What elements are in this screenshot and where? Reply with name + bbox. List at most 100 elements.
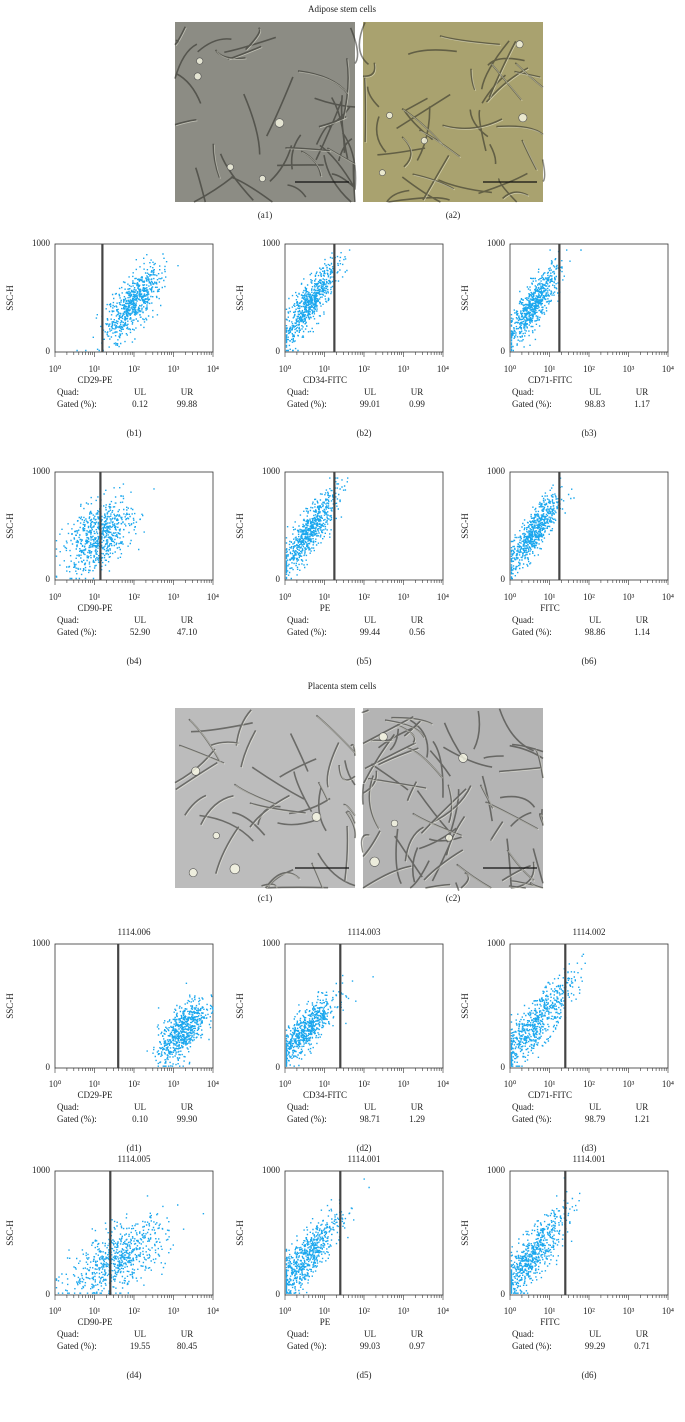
- y-tick-label: 1000: [32, 1165, 51, 1175]
- scatter-cloud: [510, 953, 586, 1067]
- gated-label: Gated (%):: [287, 627, 327, 637]
- panel-label: (d2): [357, 1143, 372, 1153]
- gated-label: Gated (%):: [57, 1341, 97, 1351]
- y-tick-label: 1000: [32, 238, 51, 248]
- x-tick-label: 10⁰: [279, 1079, 292, 1089]
- scatter-cloud: [510, 249, 582, 352]
- panel-label: (b6): [582, 656, 597, 666]
- scatter-cloud: [285, 974, 374, 1067]
- quad-ul: UL: [134, 615, 146, 625]
- scatter-cloud: [55, 1195, 205, 1294]
- gated-ur: 80.45: [177, 1341, 198, 1351]
- cell-halo: [362, 710, 545, 890]
- quad-label: Quad:: [57, 1329, 79, 1339]
- y-tick-label: 1000: [32, 938, 51, 948]
- round-cell: [259, 175, 266, 182]
- quad-label: Quad:: [512, 1102, 534, 1112]
- gated-label: Gated (%):: [512, 1114, 552, 1124]
- y-tick-label: 0: [501, 574, 506, 584]
- x-tick-label: 10³: [168, 592, 180, 602]
- y-axis-label: SSC-H: [235, 1220, 245, 1246]
- quad-ur: UR: [181, 387, 194, 397]
- quad-ul: UL: [364, 387, 376, 397]
- quad-label: Quad:: [57, 1102, 79, 1112]
- plot-header: 1114.002: [572, 927, 605, 937]
- gated-label: Gated (%):: [512, 1341, 552, 1351]
- x-tick-label: 10³: [168, 1306, 180, 1316]
- x-tick-label: 10¹: [544, 1306, 556, 1316]
- panel-label: (d4): [127, 1370, 142, 1380]
- round-cell: [196, 57, 204, 65]
- quad-label: Quad:: [512, 615, 534, 625]
- y-tick-label: 0: [276, 1289, 281, 1299]
- micrograph: [175, 22, 355, 202]
- scatter-cloud: [285, 1178, 370, 1294]
- y-tick-label: 0: [501, 1289, 506, 1299]
- section-title: Placenta stem cells: [308, 681, 377, 691]
- round-cell: [369, 856, 380, 867]
- scatter-cloud: [510, 1177, 581, 1294]
- quad-ur: UR: [181, 1329, 194, 1339]
- quad-ul: UL: [134, 1102, 146, 1112]
- quad-ur: UR: [411, 387, 424, 397]
- x-tick-label: 10²: [358, 364, 370, 374]
- x-tick-label: 10¹: [89, 364, 101, 374]
- x-tick-label: 10³: [398, 1306, 410, 1316]
- y-tick-label: 1000: [262, 938, 281, 948]
- cells: [174, 709, 357, 889]
- gated-label: Gated (%):: [57, 1114, 97, 1124]
- round-cell: [420, 137, 428, 145]
- quad-ur: UR: [636, 1329, 649, 1339]
- gated-ul: 98.86: [585, 627, 606, 637]
- x-tick-label: 10¹: [89, 592, 101, 602]
- x-ticks: [284, 580, 444, 585]
- y-tick-label: 1000: [487, 466, 506, 476]
- quad-ul: UL: [589, 1102, 601, 1112]
- scatter-cloud: [285, 249, 351, 352]
- y-axis-label: SSC-H: [460, 1220, 470, 1246]
- quad-label: Quad:: [287, 387, 309, 397]
- y-tick-label: 0: [501, 346, 506, 356]
- gated-label: Gated (%):: [57, 399, 97, 409]
- quad-label: Quad:: [57, 387, 79, 397]
- y-axis-label: SSC-H: [235, 285, 245, 311]
- scatter-cloud: [146, 982, 214, 1067]
- x-ticks: [54, 352, 214, 357]
- x-ticks: [509, 1295, 669, 1300]
- y-axis-label: SSC-H: [5, 285, 15, 311]
- quad-ur: UR: [636, 387, 649, 397]
- quad-ul: UL: [589, 615, 601, 625]
- quad-ur: UR: [636, 615, 649, 625]
- cell-halo: [175, 710, 357, 890]
- cell-halo: [175, 27, 357, 179]
- plot-frame: [509, 1170, 669, 1296]
- gated-ul: 99.03: [360, 1341, 381, 1351]
- plot-header: 1114.005: [117, 1154, 151, 1164]
- quad-label: Quad:: [287, 1329, 309, 1339]
- x-tick-label: 10⁴: [437, 364, 449, 374]
- round-cell: [229, 863, 241, 875]
- round-cell: [193, 72, 202, 81]
- x-tick-label: 10⁴: [437, 1079, 449, 1089]
- x-axis-label: FITC: [540, 1317, 560, 1327]
- scatter-cloud: [76, 253, 179, 352]
- round-cell: [445, 834, 453, 842]
- y-tick-label: 0: [46, 574, 51, 584]
- plot-frame: [509, 943, 669, 1069]
- y-axis-label: SSC-H: [235, 993, 245, 1019]
- scatter-cloud: [510, 477, 575, 580]
- round-cell: [386, 112, 393, 119]
- x-tick-label: 10¹: [544, 364, 556, 374]
- quad-label: Quad:: [512, 387, 534, 397]
- x-ticks: [509, 352, 669, 357]
- gated-ur: 1.29: [409, 1114, 425, 1124]
- y-tick-label: 0: [501, 1062, 506, 1072]
- y-axis-label: SSC-H: [5, 1220, 15, 1246]
- x-tick-label: 10²: [128, 1079, 140, 1089]
- gated-ul: 98.83: [585, 399, 606, 409]
- x-tick-label: 10³: [168, 364, 180, 374]
- gated-ur: 0.99: [409, 399, 425, 409]
- x-axis-label: CD90-PE: [77, 603, 113, 613]
- x-ticks: [284, 352, 444, 357]
- image-label: (a2): [446, 210, 461, 220]
